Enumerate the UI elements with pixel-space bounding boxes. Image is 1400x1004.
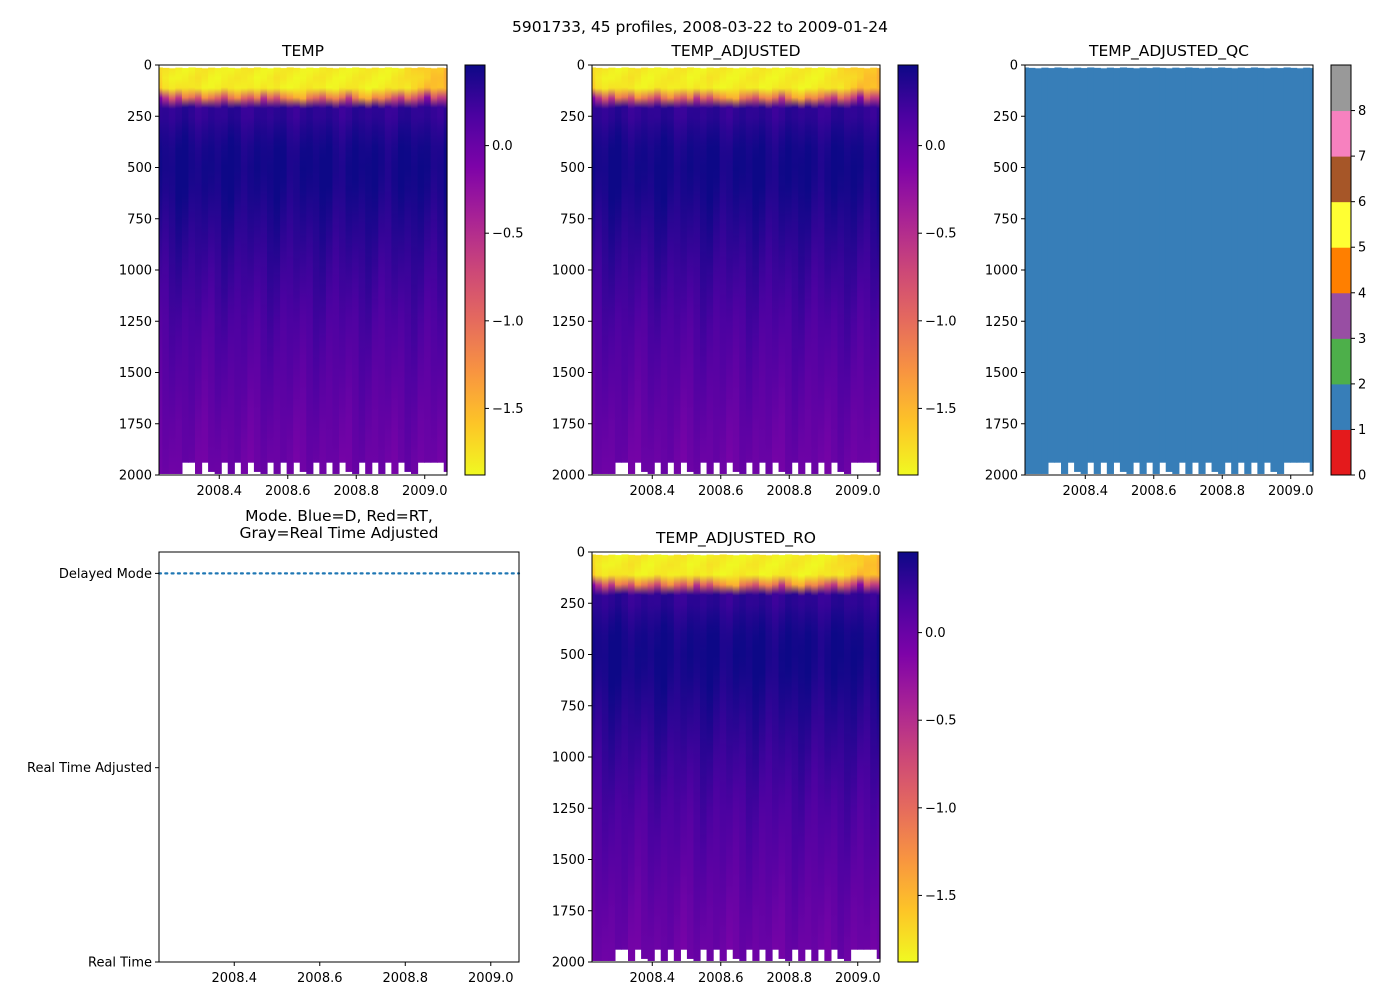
- figure: 5901733, 45 profiles, 2008-03-22 to 2009…: [0, 0, 1400, 1000]
